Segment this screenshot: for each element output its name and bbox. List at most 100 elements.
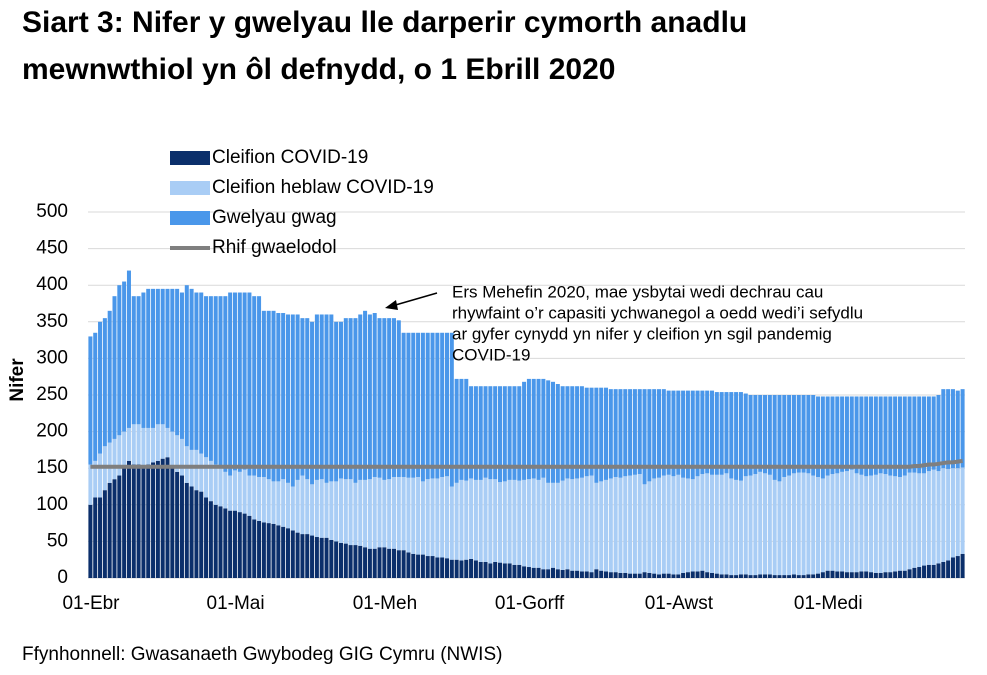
bar-segment: [319, 314, 324, 480]
bar-segment: [228, 475, 233, 511]
bar-segment: [305, 318, 310, 480]
legend-label: Cleifion COVID-19: [212, 147, 368, 168]
bar-segment: [469, 558, 474, 578]
bar-segment: [767, 395, 772, 475]
bar-segment: [950, 557, 955, 578]
bar-segment: [151, 288, 156, 428]
bar-segment: [522, 479, 527, 567]
bar-segment: [237, 292, 242, 472]
bar-segment: [541, 569, 546, 578]
bar-segment: [661, 389, 666, 476]
bar-segment: [425, 479, 430, 557]
bar-segment: [285, 314, 290, 483]
bar-segment: [146, 427, 151, 465]
bar-segment: [782, 476, 787, 576]
bar-segment: [859, 396, 864, 475]
bar-segment: [840, 396, 845, 472]
bar-segment: [840, 571, 845, 578]
bar-segment: [387, 479, 392, 549]
bar-segment: [594, 569, 599, 578]
bar-segment: [93, 332, 98, 461]
bar-segment: [382, 547, 387, 578]
bar-segment: [382, 318, 387, 480]
bar-segment: [406, 552, 411, 578]
bar-segment: [502, 481, 507, 564]
bar-segment: [493, 561, 498, 578]
bar-segment: [599, 570, 604, 578]
bar-segment: [603, 479, 609, 572]
bar-segment: [907, 472, 912, 570]
bar-segment: [464, 559, 469, 578]
bar-segment: [671, 476, 676, 575]
bar-segment: [748, 395, 753, 476]
bar-segment: [763, 574, 768, 578]
bar-segment: [941, 561, 946, 578]
bar-segment: [295, 479, 300, 533]
bar-segment: [329, 481, 334, 540]
bar-segment: [676, 474, 681, 575]
bar-segment: [425, 556, 430, 578]
bar-segment: [931, 564, 936, 578]
x-tick-label: 01-Gorff: [495, 593, 565, 614]
bar-segment: [820, 478, 825, 573]
bar-segment: [285, 528, 290, 578]
bar-segment: [897, 396, 902, 477]
bar-segment: [324, 537, 329, 578]
bar-segment: [136, 296, 141, 425]
bar-segment: [358, 314, 363, 480]
bar-segment: [151, 427, 156, 463]
bar-segment: [873, 572, 878, 578]
bar-segment: [367, 548, 372, 578]
bar-segment: [257, 296, 262, 477]
bar-segment: [560, 480, 565, 570]
bar-segment: [435, 557, 440, 578]
bar-segment: [146, 288, 151, 428]
bar-segment: [411, 553, 416, 578]
bar-segment: [473, 560, 478, 578]
bar-segment: [218, 468, 223, 507]
bar-segment: [714, 573, 719, 578]
bar-segment: [377, 547, 382, 578]
bar-segment: [844, 471, 849, 573]
bar-segment: [257, 520, 262, 578]
bar-segment: [912, 396, 917, 473]
bar-segment: [112, 296, 117, 439]
bar-segment: [936, 563, 941, 578]
bar-segment: [777, 481, 782, 576]
bar-segment: [478, 386, 483, 480]
bar-segment: [440, 332, 445, 477]
bar-segment: [753, 575, 758, 578]
bar-segment: [767, 474, 772, 575]
bar-segment: [324, 482, 329, 538]
bar-segment: [208, 296, 213, 461]
bar-segment: [151, 462, 156, 578]
bar-segment: [594, 387, 599, 483]
bar-segment: [661, 573, 666, 578]
bar-segment: [338, 478, 343, 543]
bar-segment: [213, 464, 218, 505]
bar-segment: [391, 476, 396, 549]
bar-segment: [772, 479, 777, 576]
bar-segment: [334, 541, 339, 578]
bar-segment: [555, 569, 560, 578]
bar-segment: [946, 389, 951, 469]
bar-segment: [632, 474, 637, 574]
bar-segment: [579, 386, 584, 478]
bar-segment: [936, 395, 941, 472]
bar-segment: [719, 392, 724, 475]
bar-segment: [261, 310, 266, 477]
bar-segment: [247, 475, 252, 516]
annotation-text: Ers Mehefin 2020, mae ysbytai wedi dechr…: [452, 282, 823, 301]
bar-segment: [131, 424, 136, 465]
bar-segment: [869, 572, 874, 578]
bar-segment: [849, 469, 854, 573]
bar-segment: [440, 476, 445, 558]
bar-segment: [338, 542, 343, 578]
bar-segment: [343, 479, 348, 544]
bar-segment: [599, 387, 604, 482]
bar-segment: [902, 475, 907, 571]
bar-segment: [440, 557, 445, 578]
bar-segment: [541, 477, 546, 570]
bar-segment: [869, 475, 874, 573]
bar-segment: [724, 473, 729, 575]
